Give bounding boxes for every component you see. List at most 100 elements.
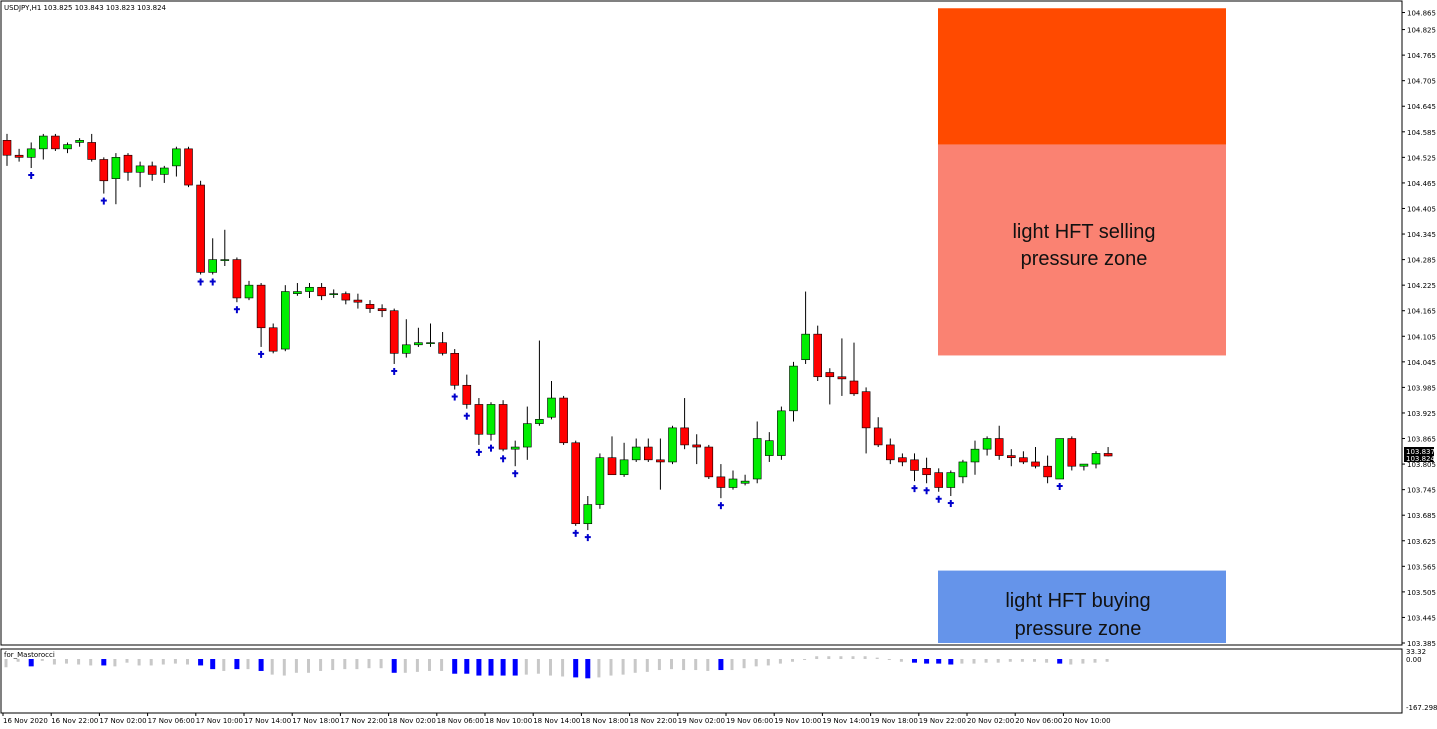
candle (1055, 438, 1064, 480)
candle (341, 291, 351, 305)
candle (716, 464, 726, 499)
indicator-bar (512, 659, 518, 676)
indicator-bar (4, 659, 8, 668)
candle-body (946, 472, 956, 488)
candle (438, 332, 447, 356)
candle (280, 285, 290, 352)
current-price-badge: 103.837 103.824 (1404, 447, 1435, 463)
time-tick-label: 19 Nov 10:00 (774, 717, 821, 725)
candle-body (160, 167, 169, 175)
sell-zone-label-line2: pressure zone (1021, 248, 1148, 270)
signal-marker (935, 495, 942, 503)
indicator-bar (791, 659, 794, 662)
candle (547, 381, 556, 420)
candle (583, 496, 593, 531)
candle-body (438, 342, 447, 354)
candle-body (728, 478, 738, 488)
candles-layer (2, 133, 1113, 531)
signal-marker (391, 367, 398, 375)
candle-body (135, 165, 145, 173)
price-tick-label: 103.925 (1407, 410, 1436, 418)
candle (232, 257, 242, 303)
indicator-bar (1069, 659, 1073, 665)
price-tick-label: 104.865 (1407, 10, 1436, 18)
candle (293, 283, 302, 296)
indicator-bar (633, 659, 637, 673)
indicator-bar (391, 659, 397, 673)
indicator-bar (28, 659, 34, 667)
indicator-bar (536, 659, 540, 674)
indicator-bar (851, 656, 855, 659)
light-selling-zone (938, 144, 1226, 356)
candle (777, 406, 786, 460)
candle-body (1006, 455, 1016, 458)
time-axis[interactable]: 16 Nov 2020 16 Nov 22:00 17 Nov 02:00 17 No… (2, 713, 1111, 725)
price-axis[interactable]: 104.865 104.825 104.765 104.705 104.645 104.5… (1402, 10, 1436, 648)
candle-body (958, 461, 968, 478)
zones-layer: light HFT selling pressure zone light HF… (938, 8, 1226, 643)
price-tick-label: 104.705 (1407, 78, 1436, 86)
candle-body (994, 438, 1004, 456)
time-tick-label: 18 Nov 10:00 (485, 717, 532, 725)
time-tick-label: 19 Nov 14:00 (822, 717, 869, 725)
candle-body (910, 459, 919, 471)
indicator-bar (137, 659, 141, 666)
candle (728, 470, 738, 490)
price-tick-label: 103.445 (1407, 614, 1436, 622)
bid-price-label: 103.824 (1406, 455, 1435, 463)
candle-body (401, 344, 411, 354)
candle (873, 417, 883, 448)
candle (414, 327, 423, 347)
candle-body (861, 391, 871, 429)
signal-marker (475, 448, 482, 456)
indicator-bar (149, 659, 153, 666)
candle-body (389, 310, 399, 354)
candle-body (849, 380, 859, 395)
candle-body (631, 446, 641, 461)
price-tick-label: 104.405 (1407, 205, 1436, 213)
candle (898, 453, 907, 467)
candle (184, 146, 193, 188)
candle-body (1055, 438, 1064, 480)
indicator-bar (270, 659, 274, 675)
price-tick-label: 104.165 (1407, 308, 1436, 316)
candle-body (873, 427, 883, 446)
price-tick-label: 103.505 (1407, 589, 1436, 597)
candle-body (1067, 438, 1077, 467)
candle (1067, 436, 1077, 471)
indicator-bar (355, 659, 359, 670)
candle (801, 291, 810, 364)
candle-body (474, 404, 484, 435)
signal-marker (512, 470, 519, 478)
candle-body (813, 333, 823, 378)
time-tick-label: 18 Nov 18:00 (581, 717, 628, 725)
candle (510, 440, 520, 467)
candle-body (244, 284, 254, 299)
candle (885, 438, 895, 465)
price-tick-label: 103.565 (1407, 563, 1436, 571)
candle (970, 440, 980, 475)
candle-body (111, 157, 121, 179)
signal-marker (947, 500, 954, 508)
candle (389, 308, 399, 364)
candle-body (172, 148, 181, 167)
candle-body (789, 365, 798, 412)
candle (1079, 463, 1089, 471)
price-tick-label: 104.525 (1407, 154, 1436, 162)
candle-body (801, 333, 810, 361)
indicator-bottom-label: -167.298 (1406, 704, 1437, 712)
indicator-bar (621, 659, 625, 675)
indicator-zero-label: 0.00 (1406, 656, 1422, 664)
indicator-bar (839, 656, 843, 659)
indicator-bar (258, 659, 264, 671)
indicator-bar (742, 659, 746, 669)
candle-body (329, 293, 339, 295)
candle (535, 340, 544, 426)
indicator-bar (694, 659, 698, 671)
price-tick-label: 103.685 (1407, 512, 1436, 520)
candle-body (643, 446, 653, 461)
candle-body (293, 291, 302, 294)
candle-body (825, 372, 835, 378)
candle (486, 402, 496, 441)
